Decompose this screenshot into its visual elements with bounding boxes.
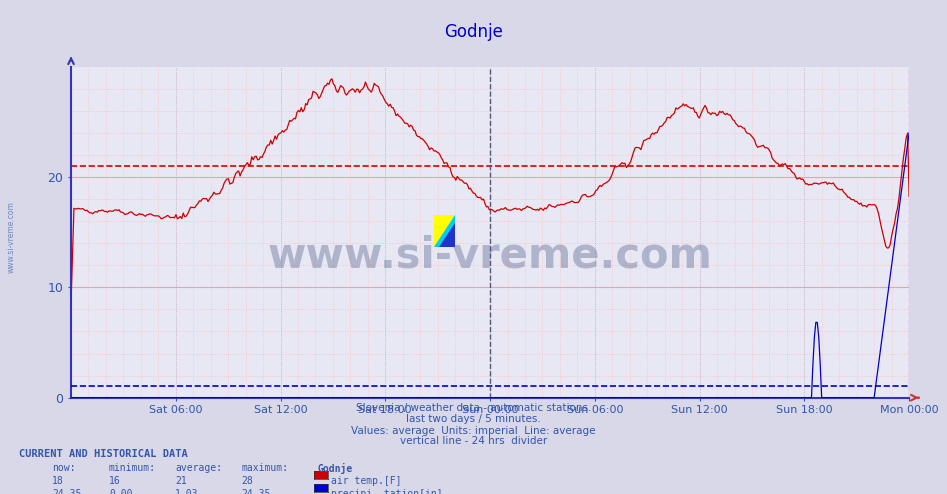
Polygon shape: [439, 223, 455, 247]
Text: CURRENT AND HISTORICAL DATA: CURRENT AND HISTORICAL DATA: [19, 449, 188, 458]
Text: 0.00: 0.00: [109, 489, 133, 494]
Text: precipi- tation[in]: precipi- tation[in]: [331, 489, 443, 494]
Text: 24.35: 24.35: [241, 489, 271, 494]
Text: Slovenia / weather data - automatic stations.: Slovenia / weather data - automatic stat…: [356, 403, 591, 412]
Text: 28: 28: [241, 476, 253, 486]
Text: www.si-vreme.com: www.si-vreme.com: [268, 234, 712, 276]
Text: minimum:: minimum:: [109, 463, 156, 473]
Text: 1.03: 1.03: [175, 489, 199, 494]
Text: Godnje: Godnje: [444, 23, 503, 41]
Text: 16: 16: [109, 476, 120, 486]
Text: last two days / 5 minutes.: last two days / 5 minutes.: [406, 414, 541, 424]
Text: 21: 21: [175, 476, 187, 486]
Text: 24.35: 24.35: [52, 489, 81, 494]
Text: now:: now:: [52, 463, 76, 473]
Polygon shape: [434, 215, 455, 247]
Text: average:: average:: [175, 463, 223, 473]
Text: Values: average  Units: imperial  Line: average: Values: average Units: imperial Line: av…: [351, 426, 596, 436]
Text: Godnje: Godnje: [317, 463, 352, 474]
Text: 18: 18: [52, 476, 63, 486]
Text: air temp.[F]: air temp.[F]: [331, 476, 402, 486]
Text: maximum:: maximum:: [241, 463, 289, 473]
Text: www.si-vreme.com: www.si-vreme.com: [7, 201, 16, 273]
Text: vertical line - 24 hrs  divider: vertical line - 24 hrs divider: [400, 436, 547, 446]
